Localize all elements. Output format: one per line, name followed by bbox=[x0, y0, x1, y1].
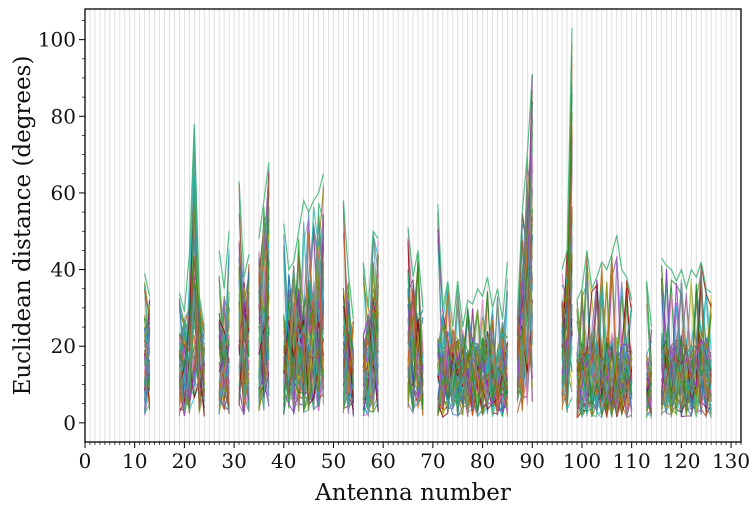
y-tick-label: 40 bbox=[51, 258, 76, 282]
y-tick-label: 80 bbox=[51, 104, 76, 128]
x-tick-label: 70 bbox=[420, 449, 445, 473]
x-tick-label: 10 bbox=[122, 449, 147, 473]
y-axis-label: Euclidean distance (degrees) bbox=[10, 56, 36, 396]
x-tick-label: 60 bbox=[370, 449, 395, 473]
x-tick-label: 110 bbox=[613, 449, 651, 473]
y-tick-label: 60 bbox=[51, 181, 76, 205]
series-peak-line bbox=[144, 28, 712, 328]
x-tick-label: 30 bbox=[221, 449, 246, 473]
x-tick-label: 20 bbox=[172, 449, 197, 473]
x-tick-label: 130 bbox=[712, 449, 750, 473]
y-tick-label: 100 bbox=[38, 28, 76, 52]
x-tick-label: 40 bbox=[271, 449, 296, 473]
x-tick-label: 100 bbox=[563, 449, 601, 473]
x-tick-label: 120 bbox=[662, 449, 700, 473]
x-axis: 0 10 20 30 40 50 60 70 80 90 100 110 120 130 bbox=[79, 442, 750, 473]
series-line bbox=[144, 186, 712, 419]
y-tick-label: 20 bbox=[51, 334, 76, 358]
plot-area bbox=[144, 28, 712, 420]
y-tick-label: 0 bbox=[63, 411, 76, 435]
x-tick-label: 50 bbox=[321, 449, 346, 473]
y-axis: 0 20 40 60 80 100 bbox=[38, 20, 85, 435]
x-tick-label: 90 bbox=[520, 449, 545, 473]
x-tick-label: 0 bbox=[79, 449, 92, 473]
x-tick-label: 80 bbox=[470, 449, 495, 473]
x-axis-label: Antenna number bbox=[314, 480, 511, 506]
series-line bbox=[144, 64, 712, 419]
